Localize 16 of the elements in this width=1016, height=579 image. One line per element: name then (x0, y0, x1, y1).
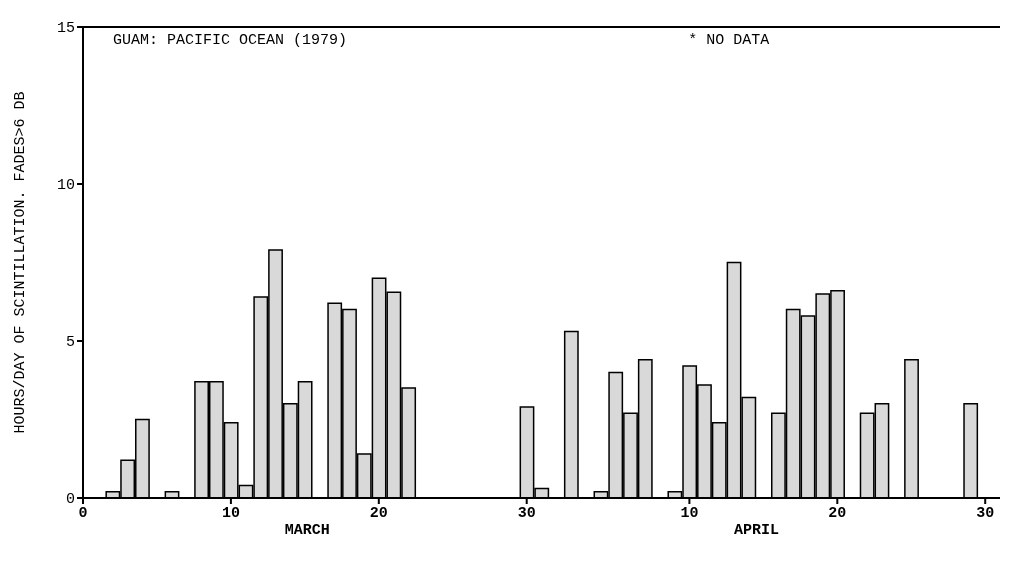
x-tick-label: 10 (680, 504, 699, 522)
x-tick-label: 20 (369, 504, 388, 522)
y-tick-label: 5 (65, 334, 75, 352)
chart-title: GUAM: PACIFIC OCEAN (1979) (113, 32, 348, 49)
annotation: * NO DATA (688, 32, 770, 49)
x-tick-label: 30 (517, 504, 536, 522)
text: APRIL (734, 522, 780, 539)
y-tick-label: 0 (65, 491, 75, 509)
x-tick-label: 0 (78, 504, 88, 522)
y-tick-label: 10 (56, 177, 75, 195)
x-tick-label: 30 (976, 504, 995, 522)
y-tick-label: 15 (56, 20, 75, 38)
y-axis-title: HOURS/DAY OF SCINTILLATION. FADES>6 DB (11, 90, 29, 434)
x-tick-label: 10 (221, 504, 240, 522)
x-axis-title: MARCH (284, 522, 330, 539)
x-tick-label: 20 (828, 504, 847, 522)
